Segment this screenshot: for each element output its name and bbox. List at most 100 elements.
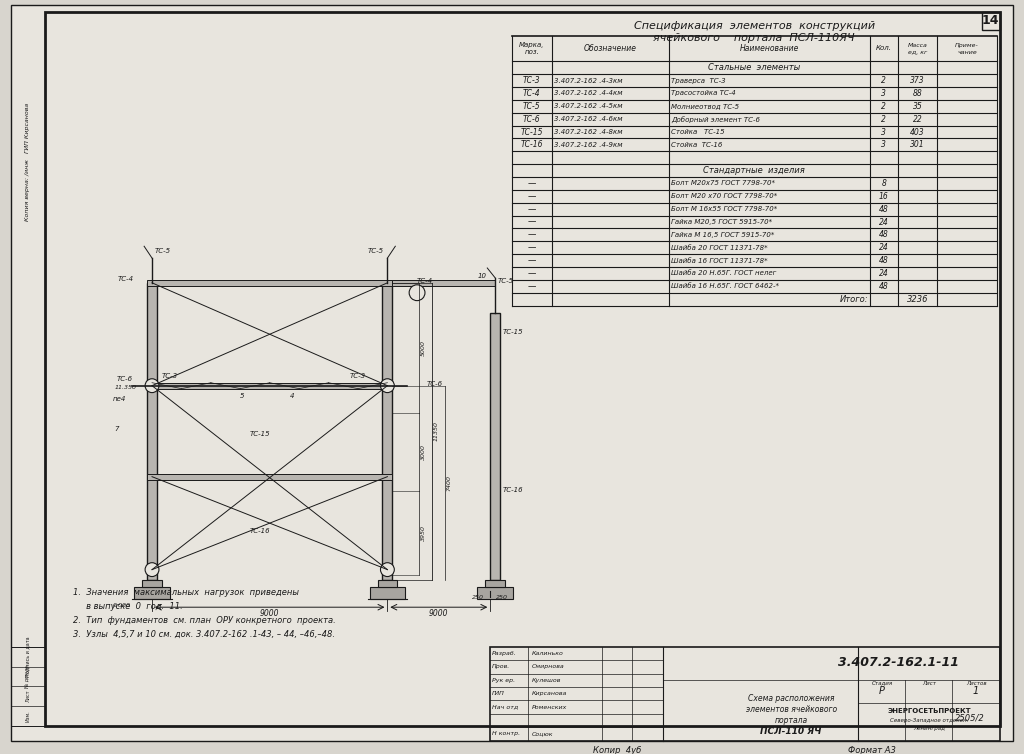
Text: Разраб.: Разраб. (493, 651, 517, 656)
Text: чание: чание (957, 50, 977, 55)
Text: ТС-6: ТС-6 (117, 375, 132, 382)
Text: ТС-6: ТС-6 (523, 115, 541, 124)
Bar (490, 312, 500, 580)
Text: —: — (527, 244, 536, 253)
Text: ТС-4: ТС-4 (118, 276, 133, 282)
Text: ТС-5: ТС-5 (368, 248, 384, 254)
Text: 3236: 3236 (906, 295, 928, 304)
Text: Стадия: Стадия (871, 681, 893, 685)
Text: 3: 3 (882, 127, 887, 136)
Bar (134, 587, 170, 599)
Text: ТС-15: ТС-15 (250, 431, 270, 437)
Circle shape (381, 562, 394, 577)
Text: 3.407.2-162.1-11: 3.407.2-162.1-11 (839, 656, 959, 670)
Text: Лист: Лист (26, 690, 31, 703)
Text: —: — (527, 231, 536, 239)
Text: 48: 48 (879, 282, 889, 291)
Text: 3: 3 (882, 89, 887, 98)
Text: 2.  Тип  фундаментов  см. план  ОРУ конкретного  проекта.: 2. Тип фундаментов см. план ОРУ конкретн… (73, 615, 336, 624)
Text: Копир  4уб: Копир 4уб (594, 746, 642, 754)
Text: ТС-4: ТС-4 (417, 277, 433, 284)
Circle shape (145, 379, 159, 393)
Text: 48: 48 (879, 256, 889, 265)
Text: 11.350: 11.350 (115, 385, 136, 390)
Text: Шайба 20 ГОСТ 11371-78*: Шайба 20 ГОСТ 11371-78* (671, 245, 768, 251)
Text: Трасостойка ТС-4: Трасостойка ТС-4 (671, 90, 736, 97)
Text: 301: 301 (910, 140, 925, 149)
Text: 9000: 9000 (260, 609, 280, 618)
Text: Калинько: Калинько (531, 651, 563, 656)
Bar (378, 580, 397, 587)
Text: Спецификация  элементов  конструкций: Спецификация элементов конструкций (634, 20, 874, 31)
Text: Доборный элемент ТС-6: Доборный элемент ТС-6 (671, 115, 760, 123)
Text: 403: 403 (910, 127, 925, 136)
Bar (370, 587, 406, 599)
Text: 10: 10 (477, 273, 486, 279)
Text: 1.  Значения  максимальных  нагрузок  приведены: 1. Значения максимальных нагрузок привед… (73, 588, 299, 597)
Text: Гайка М20,5 ГОСТ 5915-70*: Гайка М20,5 ГОСТ 5915-70* (671, 219, 772, 225)
Text: 48: 48 (879, 231, 889, 239)
Text: Шайба 16 Н.65Г. ГОСТ 6462-*: Шайба 16 Н.65Г. ГОСТ 6462-* (671, 284, 779, 290)
Text: пе4: пе4 (113, 396, 126, 402)
Text: в выпуске  0  год.  11.: в выпуске 0 год. 11. (73, 602, 182, 611)
Text: 3.407.2-162 .4-9км: 3.407.2-162 .4-9км (554, 142, 622, 148)
Text: 5: 5 (240, 393, 245, 399)
Text: Стойка  ТС-16: Стойка ТС-16 (671, 142, 723, 148)
Text: 3.  Узлы  4,5,7 и 10 см. док. 3.407.2-162 .1-43, – 44, –46,–48.: 3. Узлы 4,5,7 и 10 см. док. 3.407.2-162 … (73, 630, 335, 639)
Text: ТС-6: ТС-6 (427, 381, 443, 387)
Text: 88: 88 (912, 89, 923, 98)
Bar (147, 474, 392, 480)
Text: Болт М20 х70 ГОСТ 7798-70*: Болт М20 х70 ГОСТ 7798-70* (671, 193, 777, 199)
Text: Шайба 16 ГОСТ 11371-78*: Шайба 16 ГОСТ 11371-78* (671, 258, 768, 264)
Text: Ленинград: Ленинград (913, 726, 945, 731)
Bar (392, 280, 496, 286)
Text: 48: 48 (879, 204, 889, 213)
Text: Траверса  ТС-3: Траверса ТС-3 (671, 78, 726, 84)
Text: ТС-5: ТС-5 (498, 277, 514, 284)
Text: 2505/2: 2505/2 (955, 713, 985, 722)
Text: 2: 2 (882, 115, 887, 124)
Text: Изм.: Изм. (26, 710, 31, 722)
Bar (147, 283, 157, 580)
Text: —: — (527, 282, 536, 291)
Text: Смирнова: Смирнова (531, 664, 564, 670)
Text: 373: 373 (910, 76, 925, 85)
Text: Обозначение: Обозначение (584, 44, 637, 53)
Text: ТС-16: ТС-16 (503, 488, 523, 493)
Text: Наименование: Наименование (740, 44, 800, 53)
Circle shape (410, 285, 425, 301)
Text: Рук ер.: Рук ер. (493, 678, 515, 683)
Text: ГИП: ГИП (493, 691, 505, 696)
Circle shape (145, 562, 159, 577)
Text: Молниеотвод ТС-5: Молниеотвод ТС-5 (671, 103, 739, 109)
Text: Копия верна: /инж   ГИП Кирсанова: Копия верна: /инж ГИП Кирсанова (25, 103, 30, 221)
Text: 3: 3 (882, 140, 887, 149)
Text: —: — (527, 179, 536, 188)
Text: 3950: 3950 (421, 525, 426, 541)
Text: ТС-3: ТС-3 (349, 372, 366, 379)
Text: 3.407.2-162 .4-4км: 3.407.2-162 .4-4км (554, 90, 622, 97)
Text: 7400: 7400 (446, 474, 452, 491)
Text: 24: 24 (879, 217, 889, 226)
Text: 3000: 3000 (421, 444, 426, 461)
Text: 35: 35 (912, 102, 923, 111)
Text: Формат А3: Формат А3 (848, 746, 896, 754)
Text: 3.407.2-162 .4-8км: 3.407.2-162 .4-8км (554, 129, 622, 135)
Text: 0.000: 0.000 (113, 603, 130, 608)
Text: Стандартные  изделия: Стандартные изделия (703, 166, 805, 175)
Text: ед, кг: ед, кг (908, 50, 927, 55)
Text: Марка,: Марка, (519, 42, 545, 48)
Text: Болт М20х75 ГОСТ 7798-70*: Болт М20х75 ГОСТ 7798-70* (671, 180, 775, 186)
Text: портала: портала (774, 716, 808, 725)
Text: Нач отд: Нач отд (493, 705, 518, 710)
Text: Подпись и дата: Подпись и дата (26, 636, 31, 677)
Text: —: — (527, 269, 536, 278)
Text: 5000: 5000 (421, 340, 426, 356)
Text: Стойка   ТС-15: Стойка ТС-15 (671, 129, 725, 135)
Text: 8: 8 (882, 179, 887, 188)
Text: ТС-16: ТС-16 (250, 528, 270, 534)
Text: 24: 24 (879, 269, 889, 278)
Text: Приме-: Приме- (955, 43, 979, 48)
Text: Р: Р (879, 686, 885, 697)
Text: Кирсанова: Кирсанова (531, 691, 567, 696)
